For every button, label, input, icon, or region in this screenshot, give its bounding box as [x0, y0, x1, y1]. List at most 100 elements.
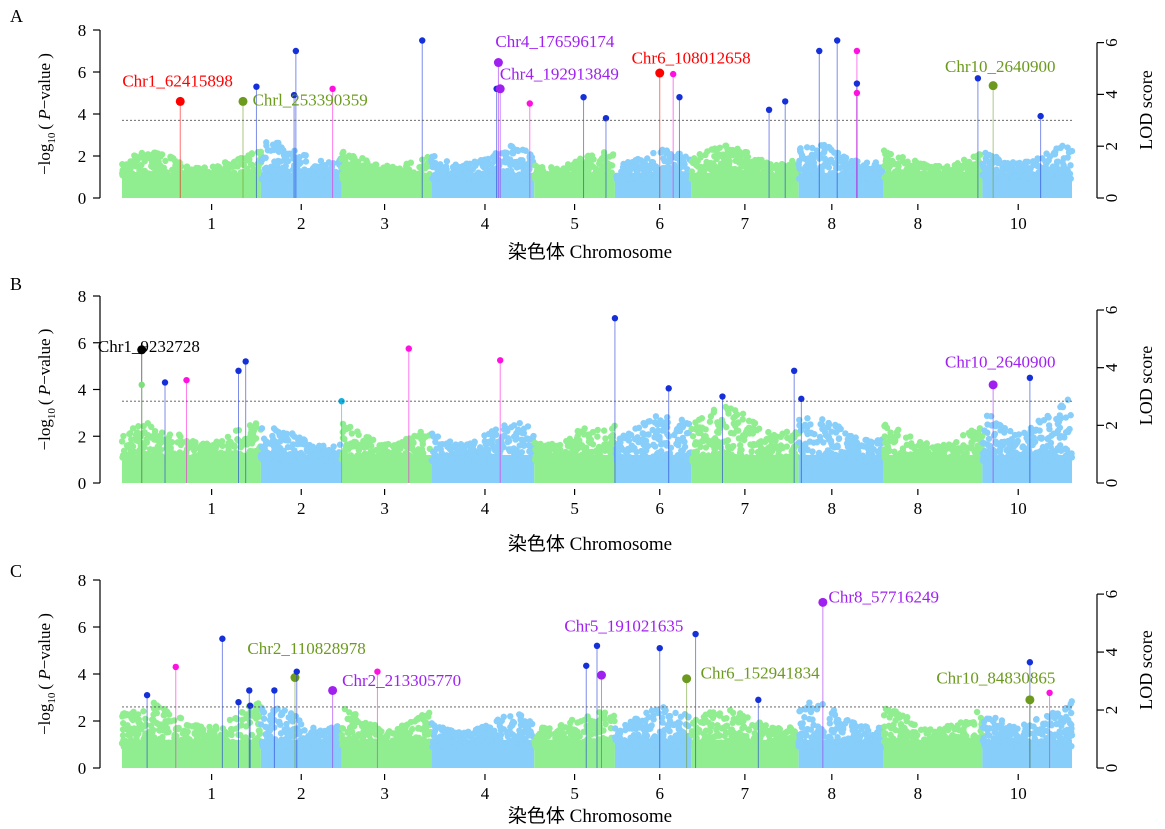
y-axis-left: 0 2 4 6 8 [78, 571, 101, 778]
x-tick-label: 8 [828, 784, 837, 803]
snp-label: Chrl_253390359 [253, 91, 368, 110]
x-tick-label: 10 [1010, 214, 1027, 233]
y-axis-left: 0 2 4 6 8 [78, 21, 101, 208]
peak-point [853, 47, 861, 55]
x-tick-label: 10 [1010, 784, 1027, 803]
snp-label: Chr6_108012658 [632, 49, 751, 68]
peak-point [405, 345, 412, 352]
x-tick-label: 2 [297, 499, 306, 518]
y-tick-label: 4 [78, 105, 87, 124]
panel-label: A [10, 6, 23, 26]
x-tick-label: 8 [914, 499, 923, 518]
y-tick-label: 6 [78, 63, 87, 82]
y2-tick-label: 2 [1102, 142, 1121, 151]
snp-label: Chr1_9232728 [98, 337, 200, 356]
peak-markers [137, 315, 1034, 483]
y-tick-label: 2 [78, 147, 87, 166]
peak-markers [175, 37, 1044, 198]
peak-point [183, 376, 190, 384]
peak-point [755, 696, 762, 704]
peak-point [493, 58, 503, 68]
x-tick-label: 8 [914, 214, 923, 233]
peak-point [138, 381, 145, 389]
peak-point [790, 367, 798, 374]
x-tick-label: 3 [380, 214, 389, 233]
y2-tick-label: 6 [1102, 590, 1121, 599]
peak-point [596, 670, 606, 680]
x-axis-label: 染色体 Chromosome [508, 533, 672, 555]
peak-point [719, 393, 726, 400]
x-tick-label: 10 [1010, 499, 1027, 518]
x-tick-label: 8 [914, 784, 923, 803]
y-axis-right: 0 2 4 6 [1096, 306, 1121, 488]
y-tick-label: 0 [78, 759, 87, 778]
y-axis-label: −log10( P−value ) [35, 53, 58, 175]
y-axis-right: 0 2 4 6 [1096, 38, 1121, 203]
peak-point [235, 699, 242, 706]
peak-point [656, 644, 663, 652]
y-tick-label: 4 [78, 381, 87, 400]
peak-point [143, 691, 151, 699]
y-axis-right: 0 2 4 6 [1096, 590, 1121, 773]
peak-point [292, 47, 300, 55]
y2-tick-label: 0 [1102, 194, 1121, 203]
y-tick-label: 6 [78, 618, 87, 637]
x-tick-label: 5 [570, 499, 579, 518]
y2-tick-label: 0 [1102, 479, 1121, 488]
x-tick-label: 8 [828, 214, 837, 233]
peak-point [1026, 374, 1034, 382]
y-tick-label: 8 [78, 21, 87, 40]
peak-point [583, 662, 590, 669]
peak-point [242, 358, 249, 365]
x-tick-label: 7 [741, 499, 750, 518]
x-axis-label: 染色体 Chromosome [508, 805, 672, 827]
peak-point [1037, 112, 1044, 120]
x-axis: 1 2 3 4 5 6 7 8 8 10 [207, 774, 1027, 803]
x-tick-label: 6 [655, 784, 664, 803]
peak-point [833, 37, 841, 44]
y-axis-label: −log10( P−value ) [35, 613, 58, 735]
panel-label: C [10, 561, 22, 581]
background-points [118, 698, 1076, 768]
peak-point [988, 81, 998, 91]
x-tick-label: 3 [380, 784, 389, 803]
y2-tick-label: 6 [1102, 306, 1121, 315]
peak-point [328, 685, 338, 695]
peak-point [338, 397, 345, 405]
x-tick-label: 1 [207, 499, 216, 518]
peak-point [161, 379, 169, 386]
peak-point [495, 84, 505, 94]
panel-label: B [10, 274, 22, 294]
x-tick-label: 4 [481, 784, 490, 803]
snp-label: Chr1_62415898 [122, 72, 233, 91]
peak-point [175, 96, 185, 106]
peak-point [665, 385, 672, 392]
peak-point [238, 96, 248, 106]
x-tick-label: 1 [207, 784, 216, 803]
peak-point [676, 94, 683, 101]
peak-markers [143, 597, 1053, 768]
peak-point [580, 94, 587, 101]
x-tick-label: 3 [380, 499, 389, 518]
snp-label: Chr5_191021635 [564, 617, 683, 636]
y2-tick-label: 4 [1102, 363, 1121, 372]
peak-point [1026, 659, 1034, 666]
snp-label: Chr4_176596174 [495, 32, 615, 51]
x-tick-label: 8 [828, 499, 837, 518]
y2-axis-label: LOD score [1136, 630, 1156, 709]
y-tick-label: 2 [78, 427, 87, 446]
x-tick-label: 2 [297, 784, 306, 803]
peak-point [798, 395, 805, 403]
y2-tick-label: 0 [1102, 764, 1121, 773]
peak-point [816, 47, 823, 55]
peak-point [219, 635, 226, 642]
snp-label: Chr10_2640900 [945, 352, 1056, 371]
y2-tick-label: 4 [1102, 90, 1121, 99]
peak-point [137, 345, 147, 355]
y2-tick-label: 2 [1102, 706, 1121, 715]
peak-point [765, 106, 773, 114]
x-tick-label: 2 [297, 214, 306, 233]
peak-point [246, 687, 253, 694]
peak-point [593, 642, 601, 649]
peak-point [1046, 689, 1053, 696]
